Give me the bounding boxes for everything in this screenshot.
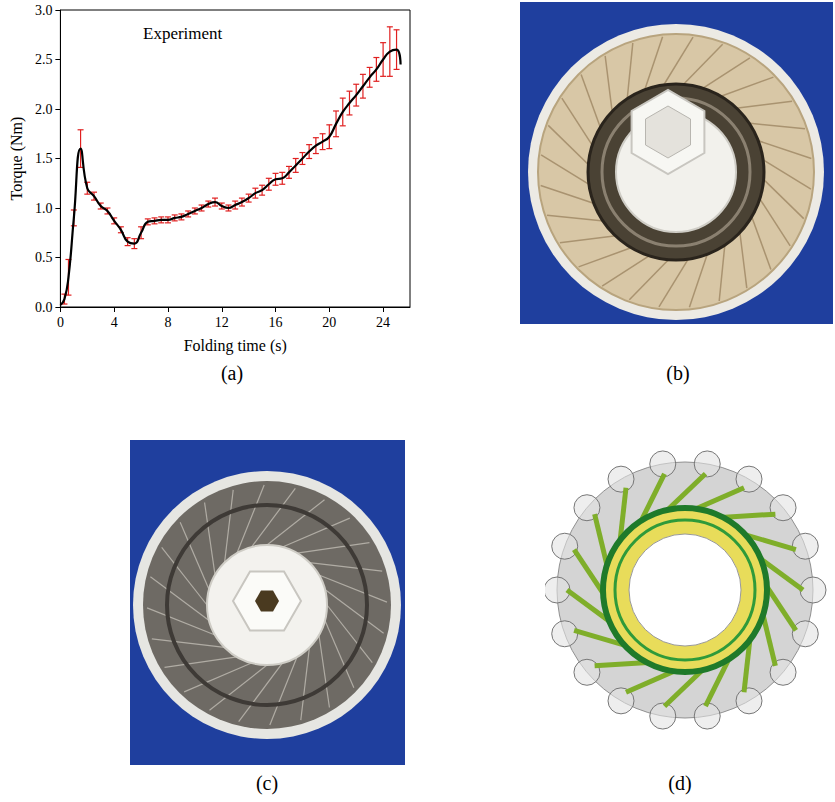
svg-text:8: 8: [164, 315, 171, 330]
svg-text:1.0: 1.0: [35, 201, 53, 216]
html-text:(b): (b): [666, 362, 690, 384]
html-text:(c): (c): [255, 772, 279, 794]
svg-text:4: 4: [111, 315, 118, 330]
svg-text:Experiment: Experiment: [143, 24, 223, 43]
html-text:(d): (d): [668, 772, 692, 794]
svg-text:0.0: 0.0: [35, 300, 53, 315]
html-text:(a): (a): [220, 362, 244, 384]
svg-text:20: 20: [322, 315, 336, 330]
svg-text:Torque (Nm): Torque (Nm): [8, 117, 26, 201]
svg-text:1.5: 1.5: [35, 151, 53, 166]
svg-text:2.0: 2.0: [35, 102, 53, 117]
svg-text:3.0: 3.0: [35, 3, 53, 18]
svg-text:Folding time (s): Folding time (s): [184, 337, 287, 355]
svg-text:12: 12: [215, 315, 229, 330]
svg-text:0.5: 0.5: [35, 250, 53, 265]
svg-text:0: 0: [57, 315, 64, 330]
svg-text:16: 16: [269, 315, 283, 330]
svg-text:24: 24: [376, 315, 390, 330]
svg-text:2.5: 2.5: [35, 52, 53, 67]
